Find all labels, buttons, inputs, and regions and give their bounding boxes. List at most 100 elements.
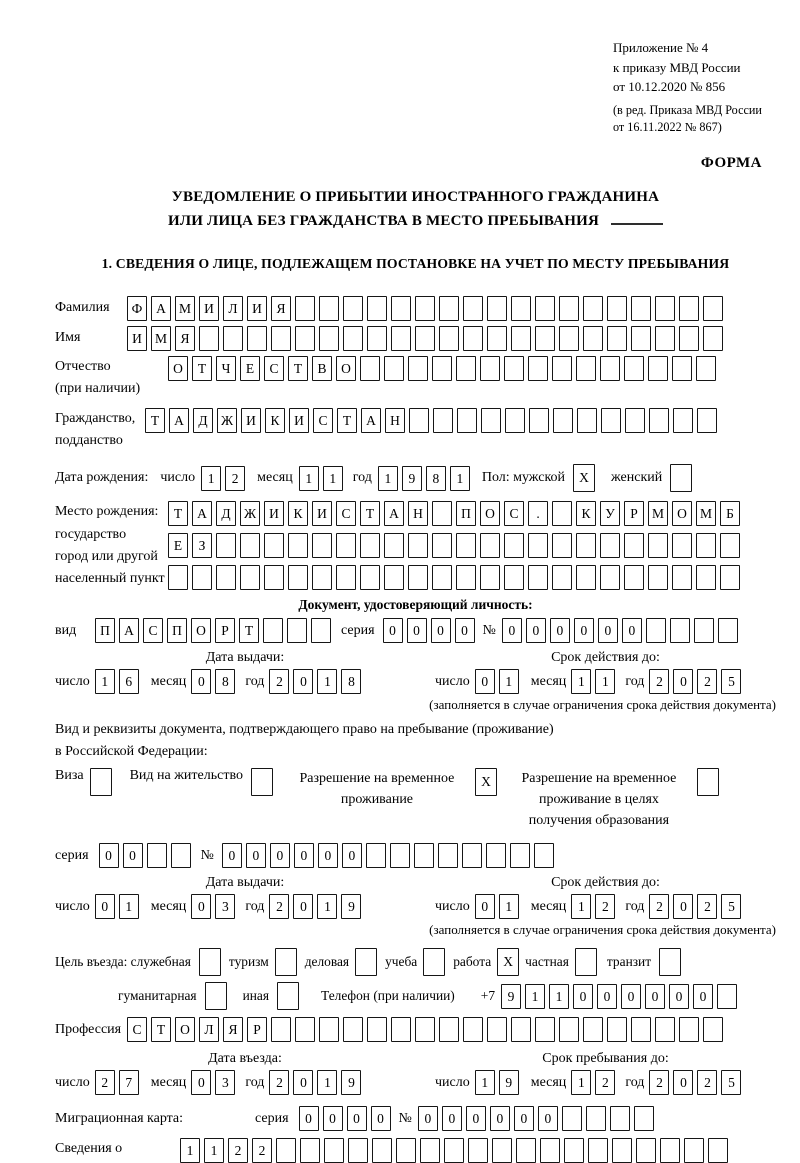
empty-cell[interactable] (535, 325, 555, 351)
empty-cell[interactable] (670, 464, 693, 493)
char-cell[interactable]: 1 (571, 669, 592, 695)
purpose-study-checkbox[interactable] (423, 948, 446, 977)
empty-cell[interactable] (409, 407, 429, 433)
char-cell[interactable]: М (151, 325, 171, 351)
empty-cell[interactable] (396, 1138, 416, 1163)
char-cell[interactable]: 2 (649, 894, 670, 920)
char-cell[interactable]: 0 (573, 618, 594, 644)
empty-cell[interactable] (645, 618, 666, 644)
empty-cell[interactable] (391, 325, 411, 351)
empty-cell[interactable] (533, 843, 554, 869)
char-cell[interactable]: 0 (673, 894, 694, 920)
char-cell[interactable]: 1 (317, 669, 338, 695)
empty-cell[interactable] (559, 1017, 579, 1043)
char-cell[interactable]: Р (624, 501, 644, 527)
empty-cell[interactable] (487, 295, 507, 321)
empty-cell[interactable] (312, 533, 332, 559)
empty-cell[interactable] (576, 355, 596, 381)
empty-cell[interactable] (672, 355, 692, 381)
char-cell[interactable]: И (247, 295, 267, 321)
char-cell[interactable]: 0 (673, 1070, 694, 1096)
char-cell[interactable]: 0 (597, 983, 618, 1009)
char-cell[interactable]: Т (192, 355, 212, 381)
char-cell[interactable]: И (289, 407, 309, 433)
empty-cell[interactable] (588, 1138, 608, 1163)
empty-cell[interactable] (295, 1017, 315, 1043)
char-cell[interactable]: 5 (721, 1070, 742, 1096)
empty-cell[interactable] (360, 533, 380, 559)
char-cell[interactable]: 0 (474, 894, 495, 920)
empty-cell[interactable] (480, 355, 500, 381)
empty-cell[interactable] (432, 565, 452, 591)
empty-cell[interactable] (612, 1138, 632, 1163)
char-cell[interactable]: 2 (595, 894, 616, 920)
empty-cell[interactable] (372, 1138, 392, 1163)
empty-cell[interactable] (717, 983, 738, 1009)
empty-cell[interactable] (564, 1138, 584, 1163)
char-cell[interactable]: 0 (454, 618, 475, 644)
empty-cell[interactable] (247, 325, 267, 351)
empty-cell[interactable] (607, 325, 627, 351)
char-cell[interactable]: О (175, 1017, 195, 1043)
empty-cell[interactable] (288, 533, 308, 559)
empty-cell[interactable] (540, 1138, 560, 1163)
empty-cell[interactable] (343, 295, 363, 321)
char-cell[interactable]: П (167, 618, 187, 644)
char-cell[interactable]: Н (408, 501, 428, 527)
empty-cell[interactable] (559, 325, 579, 351)
char-cell[interactable]: 0 (673, 669, 694, 695)
char-cell[interactable]: 0 (346, 1106, 367, 1132)
char-cell[interactable]: П (95, 618, 115, 644)
empty-cell[interactable] (679, 1017, 699, 1043)
empty-cell[interactable] (717, 618, 738, 644)
empty-cell[interactable] (696, 355, 716, 381)
empty-cell[interactable] (552, 533, 572, 559)
empty-cell[interactable] (415, 295, 435, 321)
empty-cell[interactable] (432, 533, 452, 559)
char-cell[interactable]: 0 (94, 894, 115, 920)
empty-cell[interactable] (703, 295, 723, 321)
char-cell[interactable]: 0 (191, 894, 212, 920)
purpose-humanitarian-checkbox[interactable] (204, 982, 227, 1011)
empty-cell[interactable] (480, 533, 500, 559)
empty-cell[interactable] (264, 533, 284, 559)
char-cell[interactable]: Ф (127, 295, 147, 321)
char-cell[interactable]: 1 (317, 894, 338, 920)
char-cell[interactable]: Е (240, 355, 260, 381)
empty-cell[interactable] (360, 355, 380, 381)
char-cell[interactable]: Б (720, 501, 740, 527)
empty-cell[interactable] (576, 565, 596, 591)
empty-cell[interactable] (504, 565, 524, 591)
empty-cell[interactable] (648, 565, 668, 591)
char-cell[interactable]: 1 (498, 669, 519, 695)
empty-cell[interactable] (295, 325, 315, 351)
char-cell[interactable]: М (648, 501, 668, 527)
empty-cell[interactable] (343, 325, 363, 351)
char-cell[interactable]: 2 (225, 465, 246, 491)
char-cell[interactable]: 0 (537, 1106, 558, 1132)
char-cell[interactable]: 8 (215, 669, 236, 695)
sex-male-checkbox[interactable]: X (573, 464, 596, 493)
empty-cell[interactable] (492, 1138, 512, 1163)
empty-cell[interactable] (348, 1138, 368, 1163)
char-cell[interactable]: 0 (501, 618, 522, 644)
empty-cell[interactable] (696, 768, 719, 797)
char-cell[interactable]: О (168, 355, 188, 381)
empty-cell[interactable] (444, 1138, 464, 1163)
char-cell[interactable]: X (573, 464, 596, 493)
char-cell[interactable]: Р (247, 1017, 267, 1043)
empty-cell[interactable] (170, 843, 191, 869)
empty-cell[interactable] (300, 1138, 320, 1163)
empty-cell[interactable] (456, 565, 476, 591)
char-cell[interactable]: 0 (549, 618, 570, 644)
empty-cell[interactable] (684, 1138, 704, 1163)
